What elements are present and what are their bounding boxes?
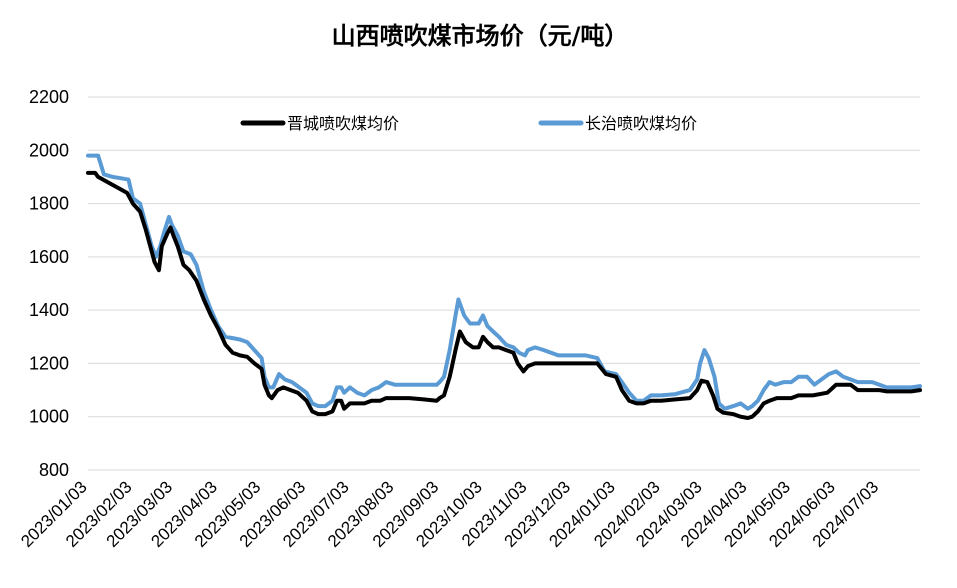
y-tick-label: 1200 xyxy=(29,353,69,373)
y-tick-label: 1000 xyxy=(29,407,69,427)
chart-title: 山西喷吹煤市场价（元/吨） xyxy=(332,22,629,50)
y-tick-label: 2200 xyxy=(29,87,69,107)
x-axis: 2023/01/032023/02/032023/03/032023/04/03… xyxy=(17,477,882,551)
y-axis: 800 1000 1200 1400 1600 1800 2000 2200 xyxy=(29,87,69,480)
y-tick-label: 1800 xyxy=(29,194,69,214)
y-tick-label: 1400 xyxy=(29,300,69,320)
series-line-jincheng xyxy=(86,170,922,420)
legend: 晋城喷吹煤均价 长治喷吹煤均价 xyxy=(240,114,697,133)
y-tick-label: 1600 xyxy=(29,247,69,267)
gridlines xyxy=(88,96,920,471)
series-line-changzhi xyxy=(86,153,922,411)
legend-label-jincheng: 晋城喷吹煤均价 xyxy=(287,114,399,133)
y-tick-label: 800 xyxy=(39,460,69,480)
y-tick-label: 2000 xyxy=(29,140,69,160)
legend-label-changzhi: 长治喷吹煤均价 xyxy=(585,114,697,133)
series-lines xyxy=(86,153,922,420)
